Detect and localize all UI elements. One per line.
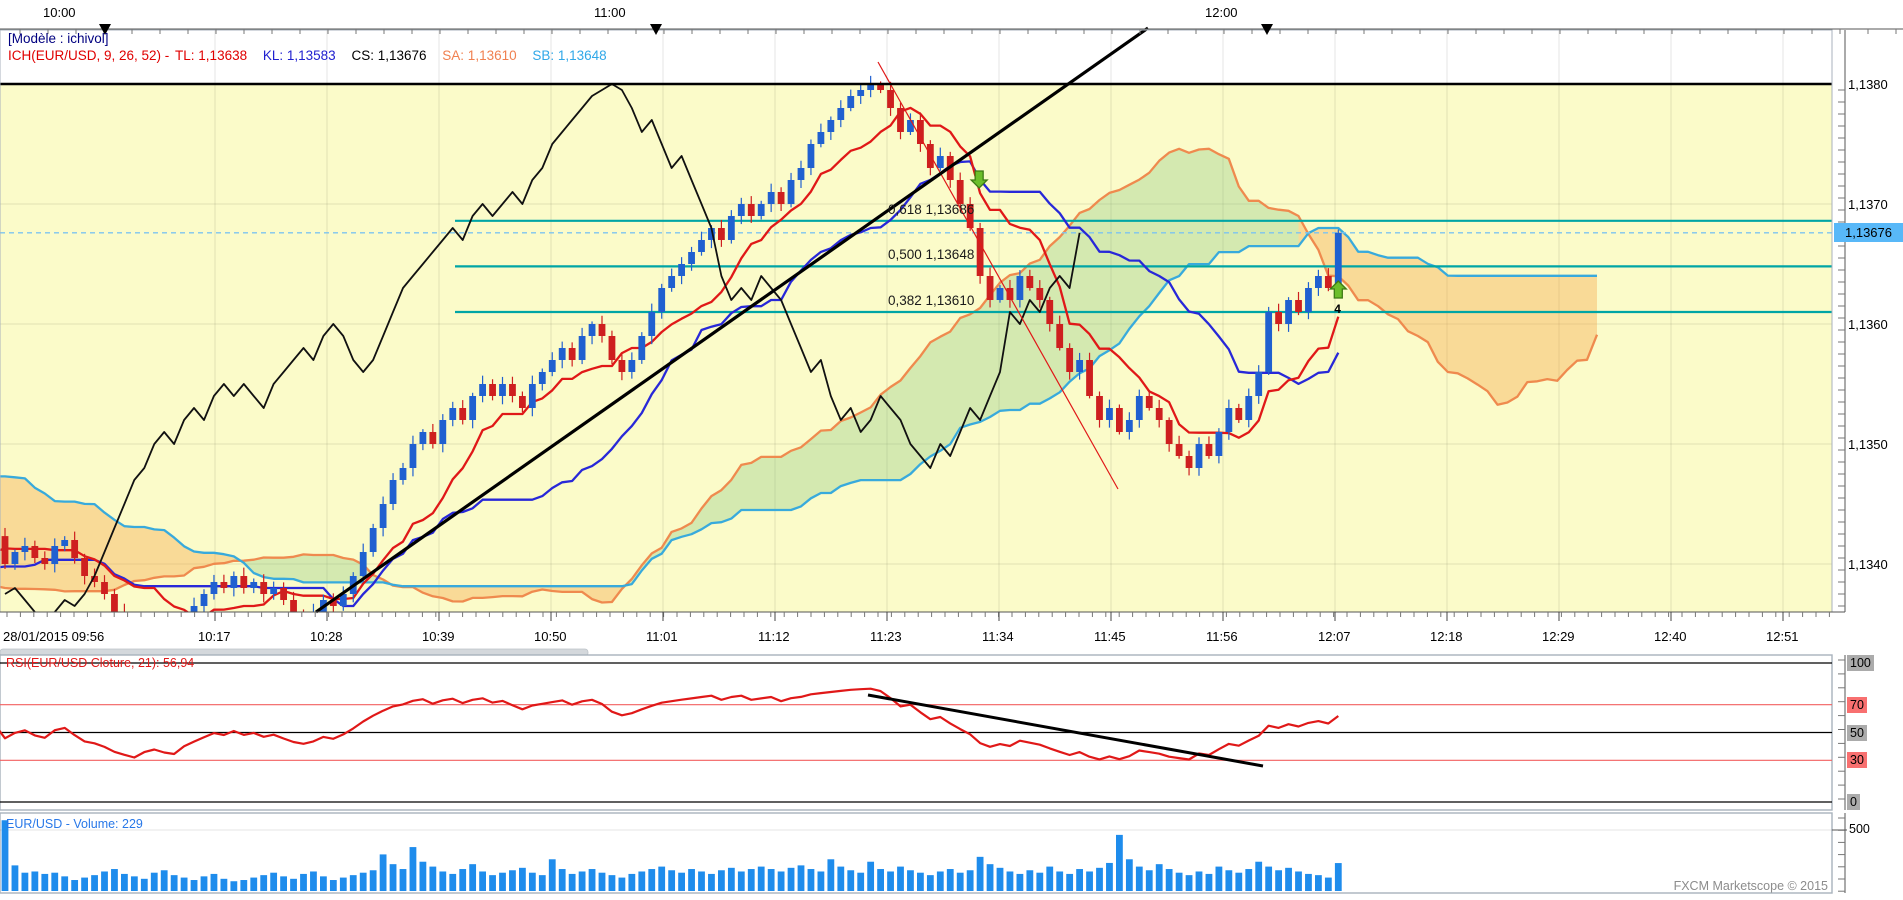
price-tick-label: 1,1350 xyxy=(1848,437,1888,452)
top-time-label: 12:00 xyxy=(1205,5,1238,20)
current-price-badge: 1,13676 xyxy=(1834,222,1903,242)
bottom-time-label: 11:56 xyxy=(1206,629,1238,644)
price-tick-label: 1,1370 xyxy=(1848,197,1888,212)
bottom-date-label: 28/01/2015 09:56 xyxy=(3,629,105,644)
arrow-marker-number: 4 xyxy=(1334,302,1341,316)
fib-382-label: 0,382 1,13610 xyxy=(888,293,975,308)
rsi-tick-label: 100 xyxy=(1847,655,1874,671)
indicator-readout: ICH(EUR/USD, 9, 26, 52) - TL: 1,13638 KL… xyxy=(8,48,619,63)
fib-618-label: 0,618 1,13686 xyxy=(888,201,975,217)
senkou-b-value-label: SB: 1,13648 xyxy=(532,48,607,63)
bottom-time-label: 12:18 xyxy=(1430,629,1463,644)
bottom-time-label: 10:50 xyxy=(534,629,567,644)
bottom-time-label: 11:34 xyxy=(982,629,1014,644)
bottom-time-label: 10:28 xyxy=(310,629,343,644)
volume-500-label: 500 xyxy=(1849,822,1870,836)
bottom-time-label: 11:45 xyxy=(1094,629,1126,644)
volume-title: EUR/USD - Volume: 229 xyxy=(6,817,143,831)
rsi-tick-label: 30 xyxy=(1847,752,1867,769)
model-label: [Modèle : ichivol] xyxy=(8,31,109,46)
bottom-time-label: 11:12 xyxy=(758,629,790,644)
rsi-title: RSI(EUR/USD Cloture, 21): 56,94 xyxy=(6,656,195,670)
price-tick-label: 1,1380 xyxy=(1848,77,1888,92)
tenkan-value-label: TL: 1,13638 xyxy=(175,48,248,63)
bottom-time-label: 10:17 xyxy=(198,629,231,644)
top-time-label: 10:00 xyxy=(43,5,76,20)
rsi-tick-label: 0 xyxy=(1847,794,1860,810)
kijun-value-label: KL: 1,13583 xyxy=(262,48,336,63)
bottom-time-label: 11:23 xyxy=(870,629,902,644)
senkou-a-value-label: SA: 1,13610 xyxy=(442,48,517,63)
price-tick-label: 1,1340 xyxy=(1848,557,1888,572)
rsi-tick-label: 70 xyxy=(1847,696,1867,713)
fib-500-label: 0,500 1,13648 xyxy=(888,247,975,263)
bottom-time-label: 11:01 xyxy=(646,629,678,644)
rsi-tick-label: 50 xyxy=(1847,724,1867,741)
ichimoku-params-label: ICH(EUR/USD, 9, 26, 52) - xyxy=(8,48,174,63)
price-tick-label: 1,1360 xyxy=(1848,317,1888,332)
bottom-time-label: 10:39 xyxy=(422,629,455,644)
close-value-label: CS: 1,13676 xyxy=(351,48,427,63)
bottom-time-label: 12:40 xyxy=(1654,629,1687,644)
fxcm-credit: FXCM Marketscope © 2015 xyxy=(1673,879,1828,893)
bottom-time-label: 12:29 xyxy=(1542,629,1575,644)
top-time-label: 11:00 xyxy=(594,5,626,20)
bottom-time-label: 12:07 xyxy=(1318,629,1351,644)
bottom-time-label: 12:51 xyxy=(1766,629,1799,644)
